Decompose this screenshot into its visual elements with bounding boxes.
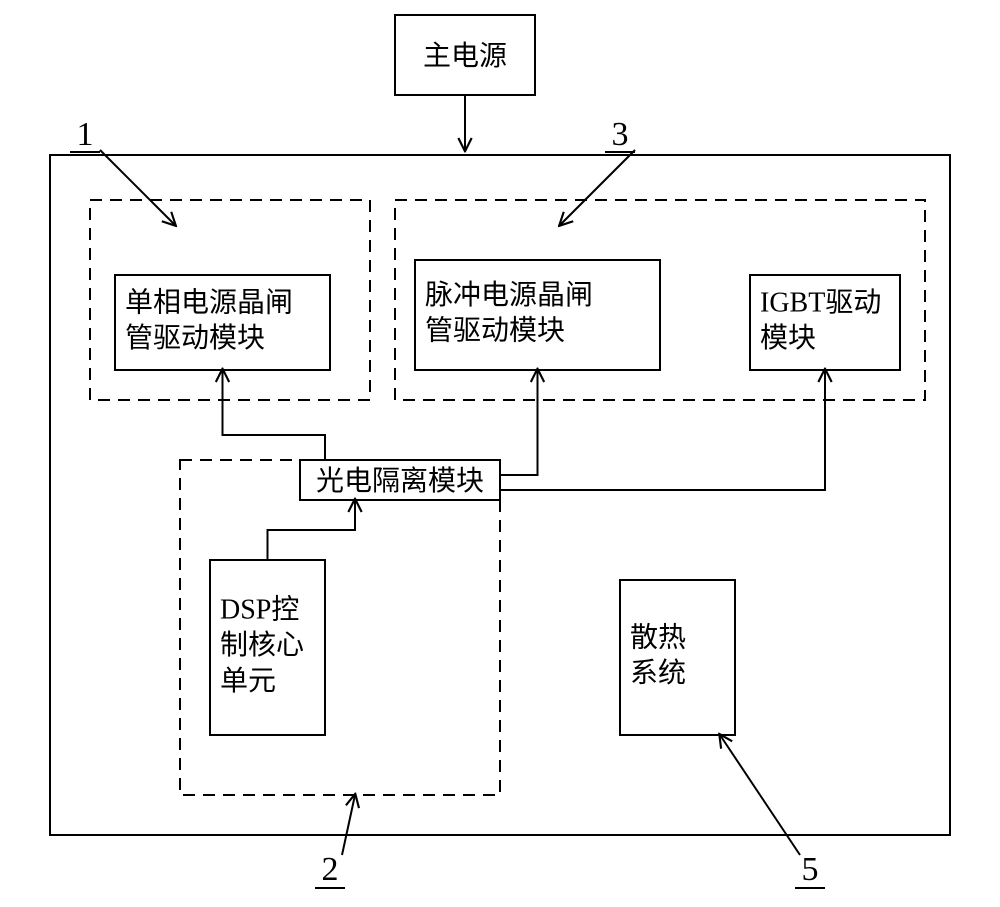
svg-text:光电隔离模块: 光电隔离模块 [316, 465, 484, 497]
ref-label-r2: 2 [322, 851, 339, 888]
svg-text:DSP控: DSP控 [220, 593, 299, 625]
ref-label-r1: 1 [77, 116, 94, 153]
svg-text:主电源: 主电源 [423, 40, 507, 72]
svg-text:系统: 系统 [630, 657, 686, 689]
svg-text:单相电源晶闸: 单相电源晶闸 [125, 286, 293, 318]
ref-label-r3: 3 [612, 116, 629, 153]
svg-text:脉冲电源晶闸: 脉冲电源晶闸 [425, 279, 593, 311]
ref-label-r5: 5 [802, 851, 819, 888]
svg-text:IGBT驱动: IGBT驱动 [760, 287, 881, 318]
svg-text:单元: 单元 [220, 665, 276, 697]
svg-text:制核心: 制核心 [220, 629, 304, 661]
dashed-group-d2 [180, 460, 500, 795]
svg-text:管驱动模块: 管驱动模块 [425, 315, 565, 347]
svg-text:模块: 模块 [760, 322, 816, 354]
svg-text:管驱动模块: 管驱动模块 [125, 322, 265, 354]
svg-text:散热: 散热 [630, 621, 686, 653]
